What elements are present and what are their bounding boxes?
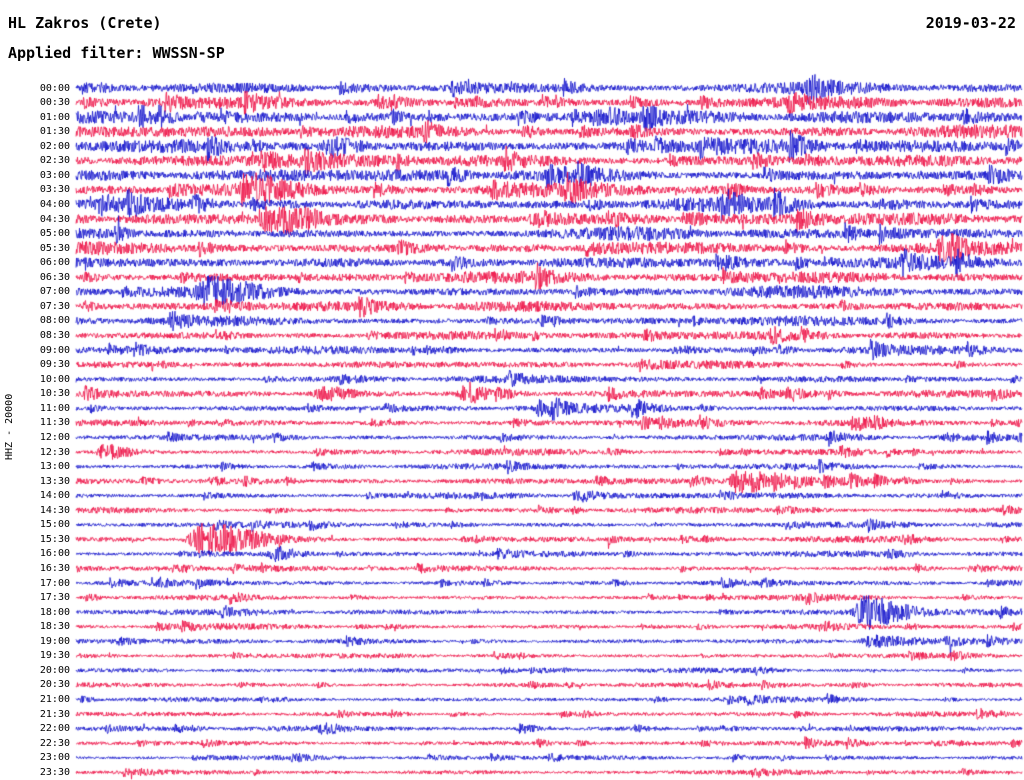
time-label: 20:00 bbox=[39, 664, 70, 676]
time-label: 20:30 bbox=[39, 679, 70, 691]
time-label: 18:00 bbox=[39, 606, 70, 618]
time-label: 22:30 bbox=[39, 737, 70, 749]
time-label: 01:30 bbox=[39, 126, 70, 138]
time-label: 10:30 bbox=[39, 388, 70, 400]
time-label: 21:30 bbox=[39, 708, 70, 720]
time-label: 23:30 bbox=[39, 766, 70, 778]
time-label: 02:30 bbox=[39, 155, 70, 167]
time-label: 13:00 bbox=[39, 461, 70, 473]
time-label: 14:00 bbox=[39, 490, 70, 502]
plot-date: 2019-03-22 bbox=[925, 14, 1016, 32]
time-label: 21:00 bbox=[39, 694, 70, 706]
time-label: 05:30 bbox=[39, 242, 70, 254]
time-label: 09:30 bbox=[39, 359, 70, 371]
time-label: 22:00 bbox=[39, 723, 70, 735]
time-label: 19:00 bbox=[39, 635, 70, 647]
time-label: 18:30 bbox=[39, 621, 70, 633]
applied-filter-label: Applied filter: WWSSN-SP bbox=[8, 44, 225, 62]
time-label: 17:00 bbox=[39, 577, 70, 589]
time-label: 08:00 bbox=[39, 315, 70, 327]
time-label: 07:30 bbox=[39, 300, 70, 312]
time-label: 02:00 bbox=[39, 140, 70, 152]
time-label: 14:30 bbox=[39, 504, 70, 516]
time-label: 03:00 bbox=[39, 169, 70, 181]
time-label: 12:00 bbox=[39, 431, 70, 443]
time-label: 00:00 bbox=[39, 82, 70, 94]
time-label: 23:00 bbox=[39, 752, 70, 764]
time-label: 04:00 bbox=[39, 198, 70, 210]
time-label: 11:30 bbox=[39, 417, 70, 429]
time-label: 06:00 bbox=[39, 257, 70, 269]
time-label: 19:30 bbox=[39, 650, 70, 662]
time-label: 13:30 bbox=[39, 475, 70, 487]
time-label: 16:00 bbox=[39, 548, 70, 560]
time-label: 09:00 bbox=[39, 344, 70, 356]
time-label: 15:00 bbox=[39, 519, 70, 531]
time-label: 16:30 bbox=[39, 562, 70, 574]
time-label: 03:30 bbox=[39, 184, 70, 196]
time-label: 11:00 bbox=[39, 402, 70, 414]
time-label: 00:30 bbox=[39, 97, 70, 109]
station-title: HL Zakros (Crete) bbox=[8, 14, 162, 32]
time-label: 17:30 bbox=[39, 592, 70, 604]
time-label: 12:30 bbox=[39, 446, 70, 458]
time-label: 15:30 bbox=[39, 533, 70, 545]
time-label: 10:00 bbox=[39, 373, 70, 385]
time-label: 06:30 bbox=[39, 271, 70, 283]
time-label: 07:00 bbox=[39, 286, 70, 298]
time-label: 04:30 bbox=[39, 213, 70, 225]
time-label: 01:00 bbox=[39, 111, 70, 123]
time-label: 08:30 bbox=[39, 330, 70, 342]
time-label: 05:00 bbox=[39, 228, 70, 240]
time-axis: 00:00 00:30 01:00 01:30 02:00 02:30 03:00 03:30… bbox=[0, 0, 70, 780]
